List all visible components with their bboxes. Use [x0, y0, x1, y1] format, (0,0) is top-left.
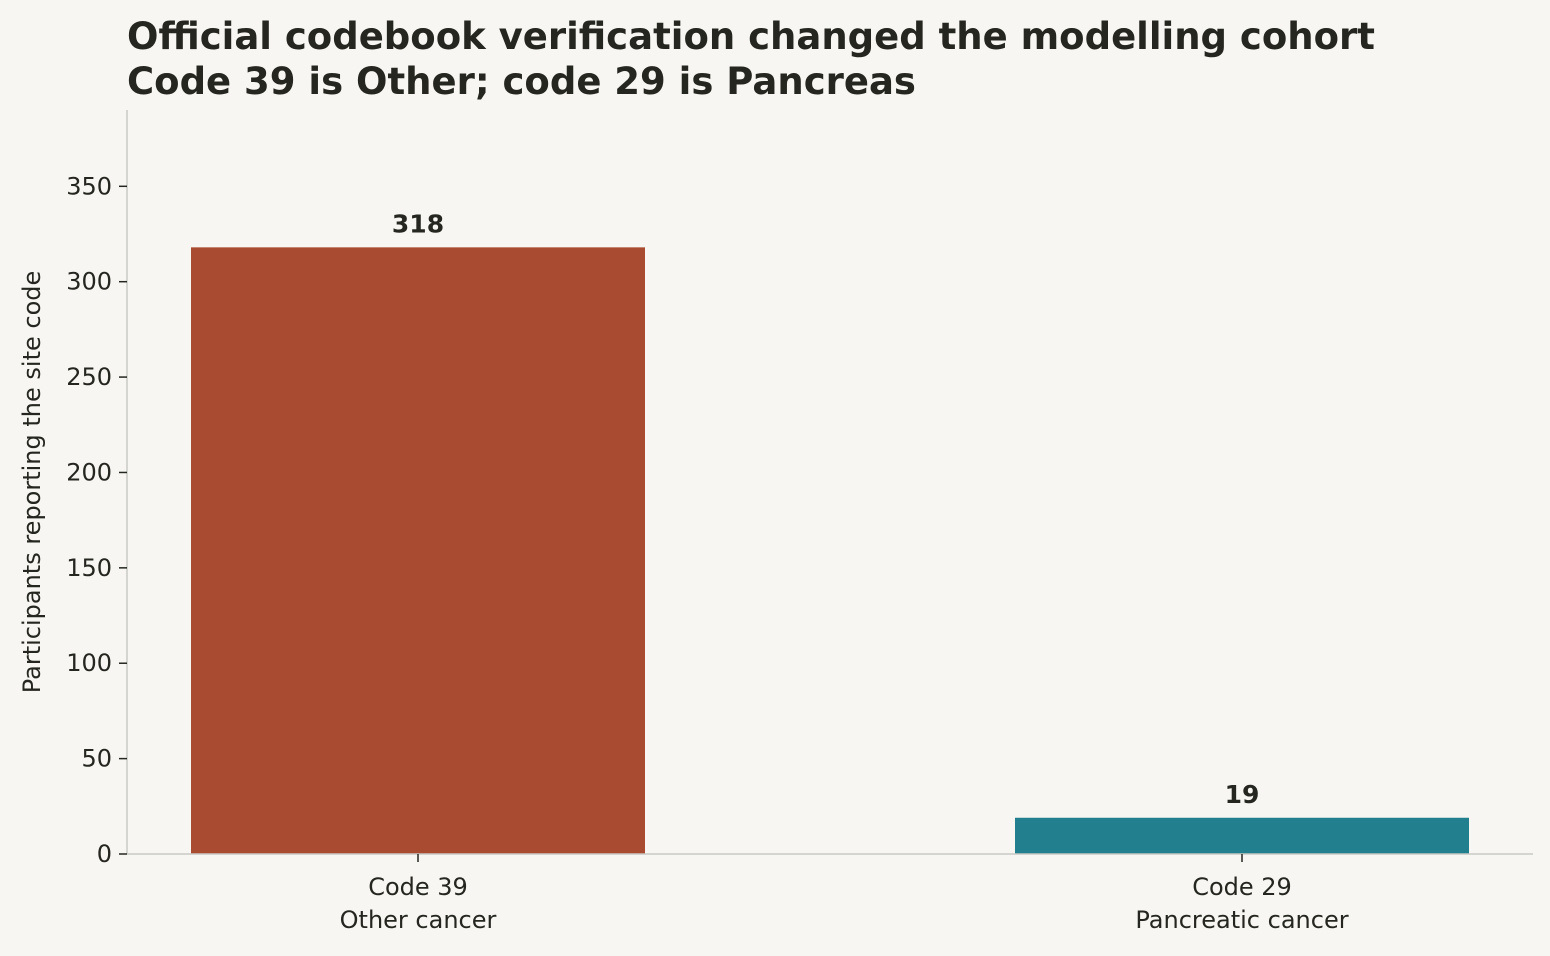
plot-area: 318 19 0 50 100 150 200 250 300 350 Code 39 Other c…: [66, 110, 1533, 934]
y-tick-label-0: 0: [97, 840, 112, 868]
y-tick-label-3: 150: [66, 554, 112, 582]
bar-1: [1015, 817, 1469, 854]
y-tick-label-1: 50: [81, 745, 112, 773]
bar-value-label-0: 318: [392, 209, 444, 238]
bar-0: [191, 247, 645, 854]
y-axis-label: Participants reporting the site code: [18, 271, 46, 694]
y-tick-label-7: 350: [66, 172, 112, 200]
chart-title: Official codebook verification changed t…: [127, 15, 1375, 58]
y-tick-label-5: 250: [66, 363, 112, 391]
x-tick-label-1-line-0: Code 29: [1192, 873, 1292, 901]
x-tick-label-0-line-0: Code 39: [368, 873, 468, 901]
x-tick-label-0-line-1: Other cancer: [340, 906, 497, 934]
y-tick-label-2: 100: [66, 649, 112, 677]
y-tick-label-6: 300: [66, 268, 112, 296]
x-tick-label-1-line-1: Pancreatic cancer: [1135, 906, 1348, 934]
bar-value-label-1: 19: [1225, 780, 1260, 809]
chart-subtitle: Code 39 is Other; code 29 is Pancreas: [127, 60, 916, 103]
y-tick-label-4: 200: [66, 458, 112, 486]
